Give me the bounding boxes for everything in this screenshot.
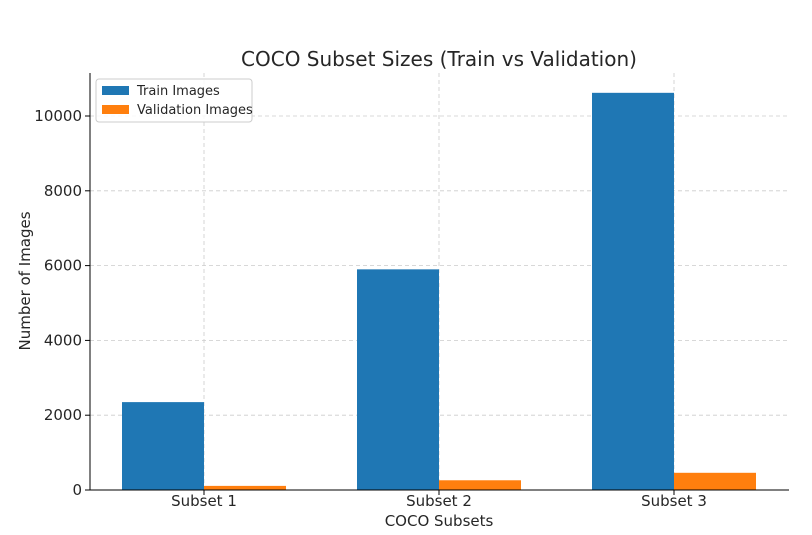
y-tick-label: 8000 [44, 182, 82, 200]
y-tick-label: 6000 [44, 257, 82, 275]
x-axis-label: COCO Subsets [385, 512, 494, 530]
bar-validation [204, 485, 286, 490]
legend-box [95, 78, 253, 123]
x-tick-label: Subset 2 [406, 492, 472, 510]
y-tick-label: 4000 [44, 331, 82, 349]
legend-label-validation: Validation Images [137, 103, 253, 118]
bar-validation [439, 480, 521, 490]
bar-train [357, 269, 439, 490]
x-tick-label: Subset 3 [641, 492, 707, 510]
y-ticks: 0 2000 4000 6000 8000 10000 [34, 107, 90, 499]
legend-label-train: Train Images [136, 84, 220, 99]
legend: Train Images Validation Images [95, 78, 253, 123]
y-tick-label: 10000 [34, 107, 82, 125]
bar-train [592, 92, 674, 490]
x-ticks: Subset 1 Subset 2 Subset 3 [171, 490, 707, 510]
chart-title: COCO Subset Sizes (Train vs Validation) [241, 47, 637, 71]
legend-swatch-train [102, 86, 129, 95]
bar-validation [674, 472, 756, 490]
x-tick-label: Subset 1 [171, 492, 237, 510]
y-axis-label: Number of Images [16, 211, 34, 350]
bar-train [122, 402, 204, 490]
y-tick-label: 0 [72, 481, 82, 499]
y-tick-label: 2000 [44, 406, 82, 424]
bars [122, 92, 756, 490]
legend-swatch-validation [102, 105, 129, 114]
